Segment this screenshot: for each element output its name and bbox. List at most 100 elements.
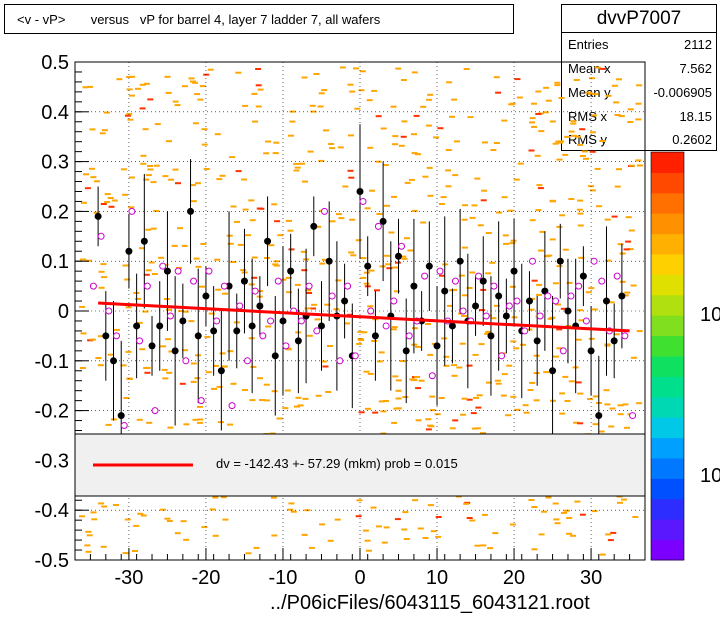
- histogram-bin: [562, 153, 569, 156]
- x-tick-label: 10: [426, 567, 448, 589]
- histogram-bin: [559, 392, 566, 395]
- open-marker: [136, 337, 144, 345]
- histogram-bin: [528, 308, 535, 311]
- palette-cell: [651, 274, 684, 296]
- histogram-bin: [588, 92, 594, 95]
- histogram-bin: [101, 129, 108, 132]
- histogram-bin: [172, 168, 179, 171]
- histogram-bin: [122, 264, 129, 267]
- histogram-bin: [105, 423, 112, 426]
- histogram-bin: [570, 120, 577, 123]
- histogram-bin: [288, 502, 295, 505]
- histogram-bin: [478, 309, 485, 312]
- histogram-bin: [364, 539, 371, 542]
- histogram-bin: [172, 100, 179, 103]
- histogram-bin: [89, 167, 95, 170]
- histogram-bin: [376, 213, 383, 215]
- histogram-bin: [192, 418, 199, 421]
- histogram-bin: [168, 178, 175, 181]
- palette-cell: [651, 213, 684, 235]
- histogram-bin: [538, 130, 545, 133]
- histogram-bin: [617, 404, 624, 407]
- histogram-bin: [618, 115, 625, 118]
- y-tick-label: 0.2: [41, 201, 69, 223]
- histogram-bin: [594, 167, 601, 170]
- histogram-bin: [171, 244, 178, 247]
- histogram-bin: [319, 262, 326, 265]
- histogram-bin: [494, 304, 500, 307]
- histogram-bin: [379, 265, 386, 268]
- histogram-bin: [619, 252, 626, 255]
- histogram-bin: [310, 307, 316, 310]
- histogram-bin: [288, 248, 295, 251]
- histogram-bin: [425, 418, 432, 421]
- histogram-bin: [493, 142, 500, 144]
- histogram-bin: [237, 243, 244, 246]
- histogram-bin: [227, 350, 234, 353]
- filled-marker: [556, 257, 564, 265]
- open-marker: [336, 357, 344, 365]
- histogram-bin: [190, 200, 197, 203]
- histogram-bin: [136, 418, 143, 421]
- histogram-bin: [454, 140, 460, 143]
- histogram-bin: [613, 101, 620, 104]
- histogram-bin: [445, 169, 452, 172]
- histogram-bin: [395, 379, 402, 382]
- histogram-bin: [456, 366, 463, 369]
- histogram-bin: [368, 269, 375, 272]
- histogram-bin: [308, 546, 315, 549]
- histogram-bin: [192, 122, 199, 125]
- fit-legend-text: dv = -142.43 +- 57.29 (mkm) prob = 0.015: [216, 456, 458, 471]
- histogram-bin: [549, 238, 556, 241]
- histogram-bin: [627, 121, 634, 123]
- histogram-bin: [122, 193, 129, 196]
- histogram-bin: [461, 218, 468, 221]
- histogram-bin: [301, 533, 308, 536]
- histogram-bin: [528, 499, 535, 501]
- stats-row-rms-y: RMS y 0.2602: [568, 132, 712, 154]
- histogram-bin: [461, 246, 468, 249]
- palette-cell: [651, 192, 684, 214]
- histogram-bin: [143, 178, 150, 181]
- histogram-bin: [294, 405, 300, 408]
- histogram-bin: [402, 396, 409, 398]
- histogram-bin: [294, 166, 301, 169]
- open-marker: [498, 352, 506, 360]
- histogram-bin: [425, 428, 432, 431]
- histogram-bin: [214, 133, 221, 136]
- histogram-bin: [242, 104, 249, 107]
- histogram-bin: [318, 92, 325, 95]
- histogram-bin: [124, 278, 131, 281]
- histogram-bin: [523, 411, 530, 414]
- histogram-bin: [398, 144, 405, 147]
- histogram-bin: [588, 287, 595, 290]
- histogram-bin: [437, 127, 444, 130]
- histogram-bin: [510, 395, 517, 398]
- histogram-bin: [222, 292, 229, 295]
- histogram-bin: [556, 347, 563, 350]
- histogram-bin: [151, 273, 158, 275]
- histogram-bin: [386, 267, 393, 270]
- histogram-bin: [285, 276, 292, 279]
- histogram-bin: [458, 274, 465, 277]
- histogram-bin: [614, 185, 621, 188]
- histogram-bin: [329, 220, 336, 223]
- filled-marker: [395, 252, 403, 260]
- histogram-bin: [295, 396, 302, 399]
- histogram-bin: [271, 534, 278, 537]
- histogram-bin: [418, 379, 425, 382]
- histogram-bin: [356, 342, 363, 345]
- histogram-bin: [104, 201, 111, 203]
- palette-cell: [651, 315, 684, 337]
- histogram-bin: [116, 78, 123, 81]
- histogram-bin: [426, 98, 433, 101]
- histogram-bin: [466, 287, 473, 289]
- histogram-bin: [482, 141, 488, 144]
- histogram-bin: [510, 340, 517, 343]
- histogram-bin: [384, 204, 390, 207]
- histogram-bin: [529, 219, 536, 222]
- histogram-bin: [148, 261, 155, 264]
- histogram-bin: [363, 282, 370, 285]
- histogram-bin: [136, 321, 143, 324]
- histogram-bin: [503, 242, 509, 245]
